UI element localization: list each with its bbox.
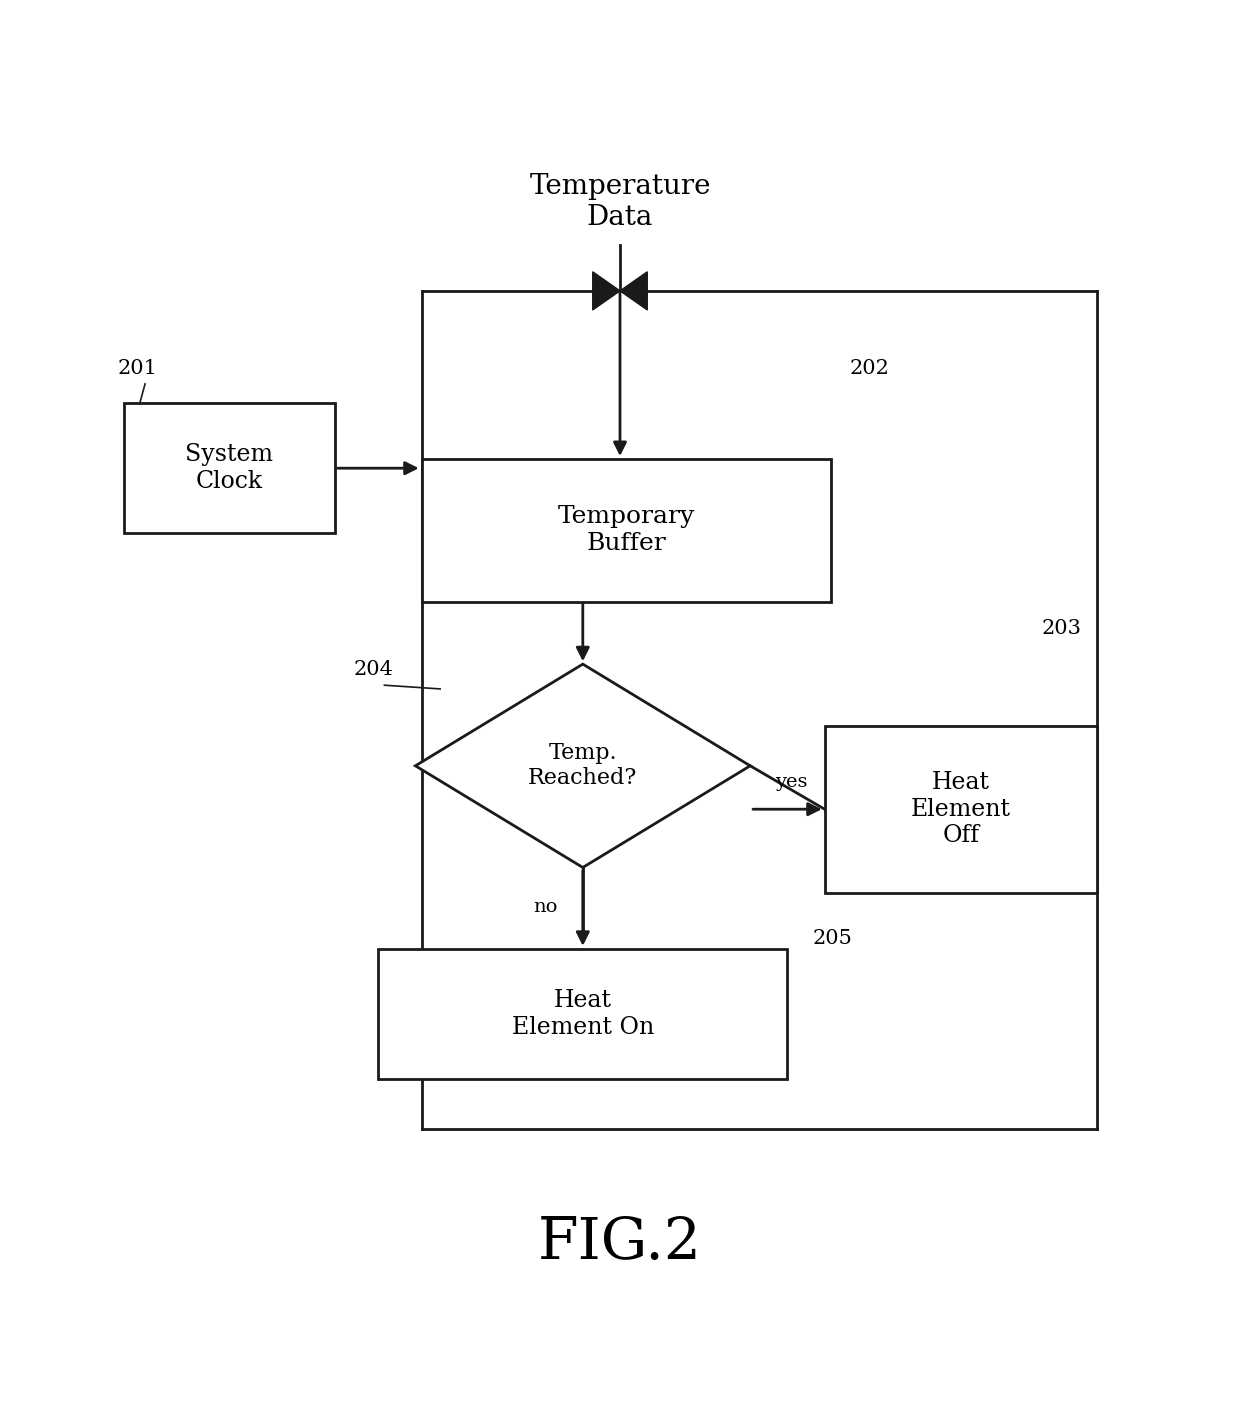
Text: FIG.2: FIG.2 (538, 1216, 702, 1271)
FancyBboxPatch shape (422, 459, 831, 602)
Text: no: no (533, 899, 558, 916)
Text: 205: 205 (812, 929, 852, 949)
Text: Heat
Element On: Heat Element On (512, 988, 653, 1038)
Text: Temp.
Reached?: Temp. Reached? (528, 743, 637, 790)
FancyBboxPatch shape (378, 949, 787, 1079)
Text: System
Clock: System Clock (186, 443, 273, 493)
Text: 203: 203 (1042, 619, 1081, 638)
Text: Temporary
Buffer: Temporary Buffer (558, 506, 694, 555)
Text: yes: yes (775, 772, 807, 791)
Text: 202: 202 (849, 359, 889, 378)
Text: Temperature
Data: Temperature Data (529, 172, 711, 230)
Polygon shape (620, 271, 647, 310)
Polygon shape (593, 271, 620, 310)
Text: 204: 204 (353, 660, 393, 679)
Text: 201: 201 (118, 359, 157, 378)
FancyBboxPatch shape (825, 726, 1097, 893)
FancyBboxPatch shape (124, 403, 335, 534)
Polygon shape (415, 665, 750, 868)
Text: Heat
Element
Off: Heat Element Off (911, 771, 1011, 848)
